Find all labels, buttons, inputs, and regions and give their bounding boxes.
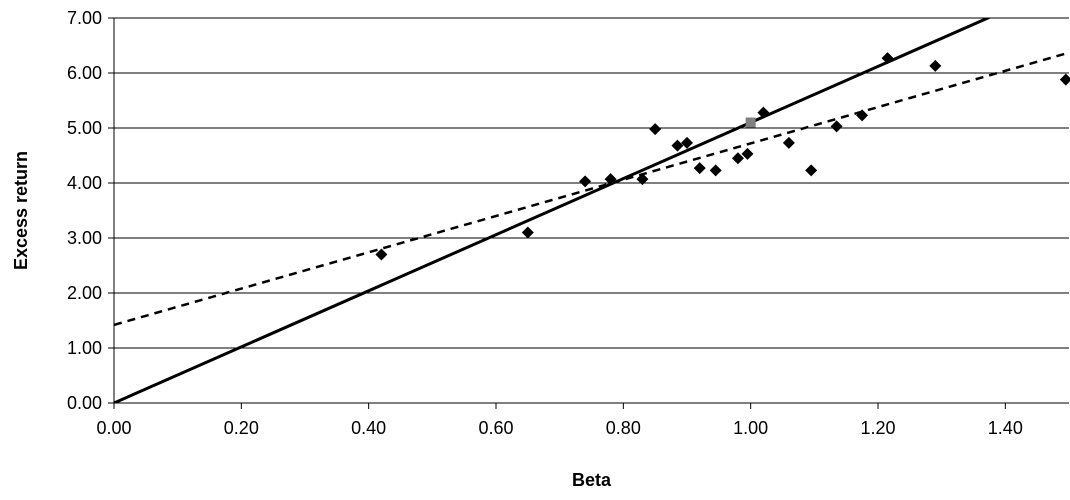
y-tick-label: 5.00 xyxy=(67,118,102,138)
diamond-point xyxy=(604,173,617,186)
reference-lines xyxy=(114,18,1070,403)
y-tick-label: 7.00 xyxy=(67,8,102,28)
diamond-point xyxy=(671,139,684,152)
x-tick-label: 1.20 xyxy=(860,418,895,438)
diamond-point xyxy=(693,162,706,175)
diamond-point xyxy=(681,136,693,149)
y-tick-label: 3.00 xyxy=(67,228,102,248)
y-tick-label: 1.00 xyxy=(67,338,102,358)
x-tick-label: 1.00 xyxy=(733,418,768,438)
y-axis-title: Excess return xyxy=(11,151,31,270)
x-tick-label: 1.40 xyxy=(988,418,1023,438)
y-tick-label: 0.00 xyxy=(67,393,102,413)
diamond-point xyxy=(521,226,534,239)
x-tick-label: 0.20 xyxy=(224,418,259,438)
square-point xyxy=(745,117,756,128)
diamond-point xyxy=(741,147,754,160)
diamond-point xyxy=(782,136,795,149)
diamond-point xyxy=(1059,73,1070,86)
x-tick-label: 0.40 xyxy=(351,418,386,438)
diamond-point xyxy=(709,164,722,177)
diamond-point xyxy=(649,123,662,136)
diamond-point xyxy=(856,109,869,122)
y-tick-label: 4.00 xyxy=(67,173,102,193)
diamond-point xyxy=(757,106,770,119)
tick-labels: 0.00 1.00 2.00 3.00 4.00 5.00 6.00 7.00 0.00 0.20… xyxy=(67,8,1023,438)
diamond-point xyxy=(375,248,388,261)
diamond-point xyxy=(805,164,818,177)
y-tick-label: 6.00 xyxy=(67,63,102,83)
diamond-point xyxy=(929,59,942,72)
diamond-point xyxy=(881,52,894,65)
x-tick-label: 0.60 xyxy=(478,418,513,438)
diamond-point xyxy=(636,173,649,186)
data-points xyxy=(375,52,1070,261)
diamond-point xyxy=(579,175,592,188)
diamond-point xyxy=(830,120,843,133)
gridlines xyxy=(114,17,1069,349)
diamond-point xyxy=(731,152,744,165)
x-tick-label: 0.00 xyxy=(96,418,131,438)
y-tick-label: 2.00 xyxy=(67,283,102,303)
security-market-line xyxy=(114,18,992,403)
regression-line xyxy=(114,51,1070,327)
x-axis-title: Beta xyxy=(572,470,612,490)
x-tick-label: 0.80 xyxy=(606,418,641,438)
axes xyxy=(108,17,1069,409)
